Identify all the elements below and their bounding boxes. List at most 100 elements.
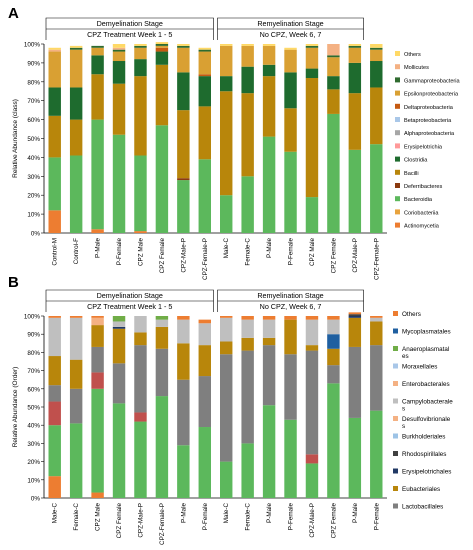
bar-segment <box>370 47 383 50</box>
y-tick-label: 10% <box>27 477 40 484</box>
x-tick-label: P-Female <box>202 503 209 531</box>
legend-label: s <box>402 406 405 413</box>
chart-a: 0% 10% 20% 30% 40% 50% 60% 70% 80% 90% 100% Relativ… <box>12 17 387 280</box>
bar-segment <box>241 316 254 320</box>
bar-segment <box>262 405 276 498</box>
x-tick-label: P-Male <box>95 238 102 258</box>
bar-segment <box>370 49 383 62</box>
bar-segment <box>91 55 104 75</box>
legend-swatch <box>395 156 400 162</box>
legend-label: Actinomycetia <box>404 224 440 230</box>
y-tick-label: 50% <box>27 405 40 412</box>
bar-segment <box>241 319 254 338</box>
legend-swatch <box>395 183 400 188</box>
bar-segment <box>348 312 362 315</box>
x-tick-label: CPZ-Male-P <box>137 503 144 538</box>
bar-segment <box>91 45 104 48</box>
bar-segment <box>284 151 297 233</box>
bar-segment <box>198 323 211 346</box>
legend-label: Rhodospirillales <box>402 451 446 458</box>
bar-segment <box>327 44 340 56</box>
legend-swatch <box>395 130 400 136</box>
x-tick-label: P-Male <box>266 503 273 523</box>
bar-segment <box>305 44 319 46</box>
legend-label: s <box>402 423 405 430</box>
bar-segment <box>262 136 276 233</box>
bar-segment <box>177 343 190 380</box>
bar-segment <box>241 443 254 498</box>
bar-segment <box>69 316 83 318</box>
bar-segment <box>348 93 362 150</box>
bar-segment <box>327 383 340 498</box>
x-tick-label: Control-M <box>52 238 59 266</box>
bar-segment <box>91 388 104 493</box>
group-treatment-label: CPZ Treatment Week 1 - 5 <box>87 302 172 311</box>
bar-segment <box>305 350 319 455</box>
y-tick-label: 70% <box>27 368 40 375</box>
bar-segment <box>284 108 297 152</box>
legend-a: Others Mollicutes Gammaproteobacteria Epsil… <box>395 51 461 230</box>
legend-label: Lactobacillales <box>402 504 443 511</box>
x-tick-label: Female-C <box>73 503 80 531</box>
chart-b: 0% 10% 20% 30% 40% 50% 60% 70% 80% 90% 100% Relativ… <box>12 289 387 545</box>
bar-segment <box>262 319 276 338</box>
bar-segment <box>48 356 61 386</box>
group-treatment-label: No CPZ, Week 6, 7 <box>260 302 322 311</box>
legend-swatch <box>393 503 398 509</box>
legend-swatch <box>393 381 398 386</box>
bar-segment <box>220 44 233 46</box>
x-tick-label: CPZ Male <box>309 238 316 266</box>
legend-swatch <box>395 90 400 96</box>
bar-segment <box>305 45 319 48</box>
legend-label: Mycoplasmatales <box>402 329 451 336</box>
bar-segment <box>91 119 104 230</box>
y-tick-label: 40% <box>27 155 40 162</box>
bar-segment <box>262 76 276 137</box>
bar-segment <box>198 74 211 77</box>
bar-segment <box>198 51 211 75</box>
legend-swatch <box>393 363 398 369</box>
bar-segment <box>91 47 104 56</box>
bar-segment <box>112 326 126 329</box>
bar-segment <box>284 319 297 355</box>
bar-segment <box>155 44 169 46</box>
y-tick-label: 20% <box>27 459 40 466</box>
bar-segment <box>348 316 362 318</box>
bar-segment <box>284 316 297 320</box>
x-tick-label: Female-C <box>245 238 252 266</box>
bar-segment <box>69 47 83 50</box>
bar-segment <box>241 44 254 46</box>
bar-segment <box>69 45 83 48</box>
group-stage-label: Remyelination Stage <box>257 19 323 28</box>
bar-segment <box>348 346 362 418</box>
bar-segment <box>305 47 319 69</box>
bar-segment <box>220 354 233 462</box>
bar-segment <box>370 345 383 411</box>
bar-segment <box>305 454 319 464</box>
legend-label: Deltaproteobacteria <box>404 105 454 111</box>
legend-label: Alphaproteobacteria <box>404 131 455 137</box>
bar-segment <box>327 319 340 335</box>
legend-label: Deferribacteres <box>404 184 442 190</box>
bar-segment <box>370 87 383 145</box>
bar-segment <box>91 74 104 120</box>
bar-segment <box>134 332 147 346</box>
y-tick-label: 60% <box>27 117 40 124</box>
bar-segment <box>305 197 319 233</box>
y-axis-title: Relative Abundance (Order) <box>12 367 19 448</box>
y-tick-label: 10% <box>27 212 40 219</box>
bar-segment <box>69 359 83 389</box>
x-tick-label: P-Female <box>288 503 295 531</box>
bar-segment <box>134 45 147 48</box>
bar-segment <box>284 49 297 73</box>
bar-segment <box>48 87 61 116</box>
bar-segment <box>327 76 340 90</box>
bar-segment <box>155 316 169 320</box>
bar-segment <box>91 316 104 318</box>
y-tick-label: 100% <box>24 314 41 321</box>
bar-segment <box>112 83 126 135</box>
bar-segment <box>348 149 362 233</box>
bar-segment <box>112 49 126 52</box>
legend-label: es <box>402 353 409 360</box>
group-stage-label: Demyelination Stage <box>97 19 163 28</box>
